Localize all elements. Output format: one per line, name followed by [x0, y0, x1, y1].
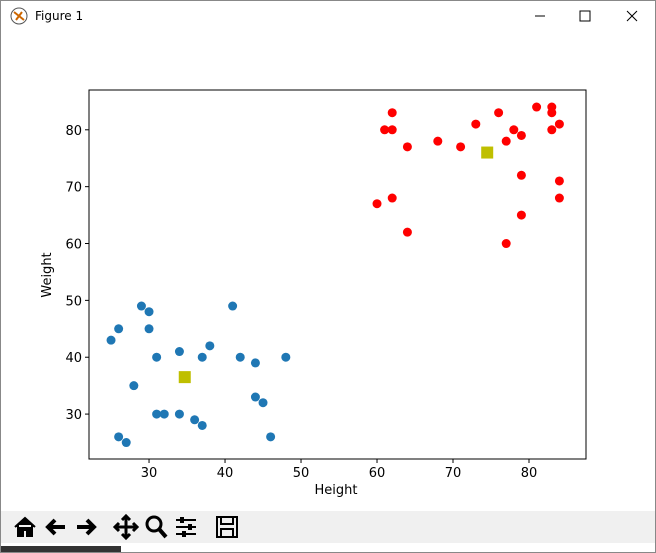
scatter-point	[197, 352, 207, 362]
scatter-point	[266, 432, 276, 442]
x-axis-label: Height	[315, 483, 358, 498]
scatter-point	[250, 358, 260, 368]
y-axis-label: Weight	[40, 252, 55, 297]
scatter-point	[205, 341, 215, 351]
scatter-point	[387, 108, 397, 118]
y-tick-label: 30	[65, 408, 82, 423]
scatter-point	[159, 409, 169, 419]
configure-button[interactable]	[173, 514, 199, 540]
zoom-button[interactable]	[143, 514, 169, 540]
x-tick-label: 40	[217, 466, 234, 481]
scatter-point	[387, 193, 397, 203]
scatter-point	[547, 125, 557, 135]
home-button[interactable]	[12, 514, 38, 540]
scatter-point	[136, 301, 146, 311]
scatter-point	[190, 415, 200, 425]
maximize[interactable]	[579, 10, 591, 22]
scatter-point	[152, 409, 162, 419]
scatter-point	[516, 170, 526, 180]
scatter-point	[250, 392, 260, 402]
scatter-point	[494, 108, 504, 118]
close[interactable]	[626, 10, 638, 22]
taskbar-strip	[1, 546, 121, 552]
scatter-point	[456, 142, 466, 152]
scatter-point	[174, 347, 184, 357]
scatter-point	[402, 227, 412, 237]
scatter-point	[554, 119, 564, 129]
app-icon	[10, 7, 28, 25]
scatter-point	[144, 307, 154, 317]
centroid-marker	[481, 146, 494, 159]
scatter-point	[516, 130, 526, 140]
scatter-point	[501, 136, 511, 146]
scatter-point	[554, 176, 564, 186]
scatter-point	[114, 324, 124, 334]
scatter-point	[228, 301, 238, 311]
scatter-point	[121, 438, 131, 448]
scatter-point	[197, 420, 207, 430]
pan-button[interactable]	[113, 514, 139, 540]
y-tick-label: 80	[65, 124, 82, 139]
scatter-point	[509, 125, 519, 135]
forward-button[interactable]	[73, 514, 99, 540]
scatter-point	[433, 136, 443, 146]
scatter-point	[144, 324, 154, 334]
scatter-point	[547, 108, 557, 118]
scatter-point	[129, 381, 139, 391]
scatter-point	[106, 335, 116, 345]
y-tick-label: 60	[65, 238, 82, 253]
scatter-point	[532, 102, 542, 112]
scatter-point	[372, 199, 382, 209]
y-tick-label: 50	[65, 294, 82, 309]
scatter-point	[152, 352, 162, 362]
window-controls	[535, 10, 638, 22]
scatter-point	[380, 125, 390, 135]
scatter-point	[554, 193, 564, 203]
x-tick-label: 30	[141, 466, 158, 481]
plot-area	[88, 89, 587, 460]
scatter-point	[174, 409, 184, 419]
scatter-point	[402, 142, 412, 152]
chart: Height Weight 30 40 50 60 70 80 30 40 50 60 70 80	[40, 89, 587, 498]
x-tick-label: 60	[369, 466, 386, 481]
scatter-point	[114, 432, 124, 442]
y-tick-label: 70	[65, 181, 82, 196]
scatter-point	[387, 125, 397, 135]
title-bar: Figure 1	[1, 1, 655, 31]
save-button[interactable]	[214, 514, 240, 540]
x-tick-label: 80	[521, 466, 538, 481]
scatter-point	[235, 352, 245, 362]
x-tick-label: 50	[293, 466, 310, 481]
scatter-point	[258, 398, 268, 408]
scatter-point	[516, 210, 526, 220]
y-tick-label: 40	[65, 351, 82, 366]
centroid-marker	[178, 371, 191, 384]
scatter-point	[281, 352, 291, 362]
scatter-point	[501, 239, 511, 249]
window-title: Figure 1	[35, 9, 84, 23]
back-button[interactable]	[43, 514, 69, 540]
x-tick-label: 70	[445, 466, 462, 481]
toolbar	[1, 511, 655, 543]
scatter-point	[471, 119, 481, 129]
